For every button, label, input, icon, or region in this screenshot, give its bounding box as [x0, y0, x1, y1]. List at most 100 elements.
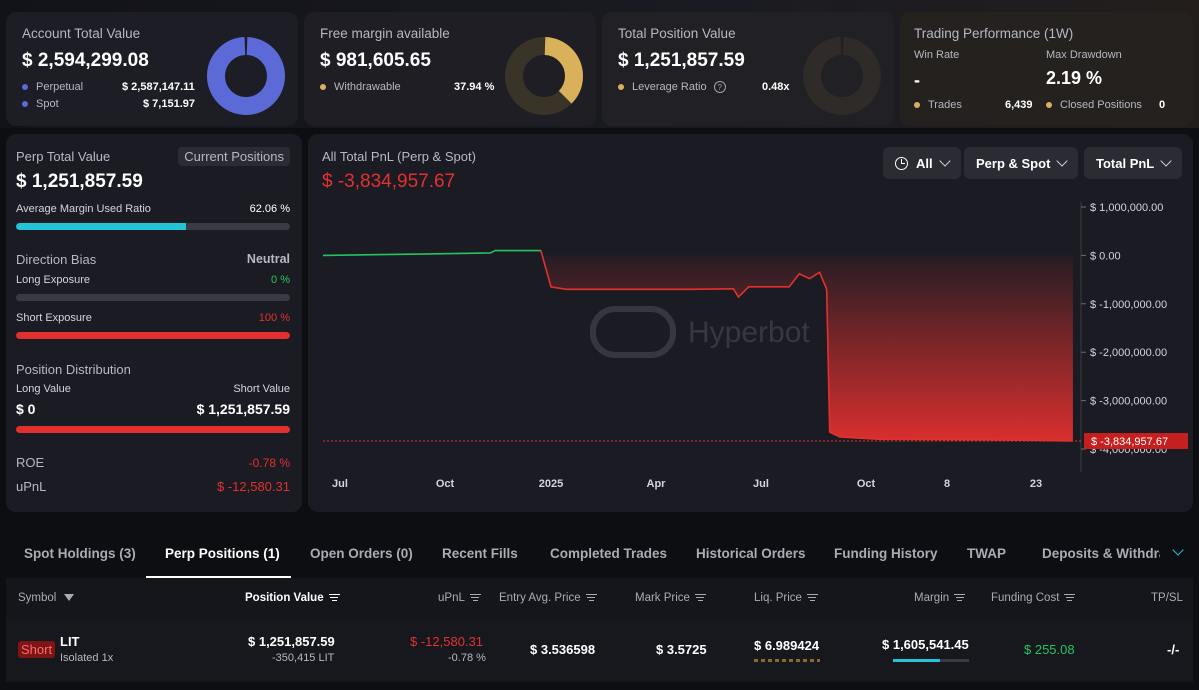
tabs-expand-button[interactable] — [1168, 544, 1190, 563]
account-total-value: $ 2,594,299.08 — [22, 50, 149, 71]
positions-table — [6, 578, 1193, 682]
spot-value: $ 7,151.97 — [143, 98, 195, 110]
y-tick-label: $ -1,000,000.00 — [1090, 299, 1167, 311]
row-entry-price: $ 3.536598 — [530, 642, 596, 657]
row-symbol[interactable]: LIT — [60, 634, 80, 649]
header-upnl[interactable]: uPnL — [438, 592, 481, 604]
short-value-label: Short Value — [233, 383, 290, 395]
upnl-label: uPnL — [16, 479, 47, 494]
upnl-value: $ -12,580.31 — [216, 479, 290, 494]
free-margin-title: Free margin available — [320, 26, 450, 41]
row-upnl-pct: -0.78 % — [448, 652, 486, 664]
short-exposure-label: Short Exposure — [16, 312, 92, 324]
header-margin[interactable]: Margin — [914, 592, 966, 604]
header-mark-price[interactable]: Mark Price — [635, 592, 706, 604]
perpetual-slice — [207, 36, 285, 115]
pnl-chart[interactable]: Hyperbot $ 1,000,000.00 $ 0.00 $ -1,000,00… — [308, 134, 1193, 512]
header-entry-price[interactable]: Entry Avg. Price — [499, 592, 597, 604]
market-select-label: Perp & Spot — [976, 155, 1051, 171]
sort-icon[interactable] — [806, 593, 818, 602]
header-tpsl: TP/SL — [1151, 592, 1183, 604]
hyperbot-logo-icon — [590, 306, 676, 358]
sort-icon[interactable] — [954, 593, 966, 602]
sort-icon[interactable] — [1064, 593, 1076, 602]
header-symbol[interactable]: Symbol — [18, 592, 74, 604]
pnl-negative-area — [323, 255, 1073, 442]
direction-bias-value: Neutral — [246, 252, 290, 266]
avg-margin-label: Average Margin Used Ratio — [16, 203, 151, 215]
current-positions-button[interactable]: Current Positions — [178, 147, 290, 166]
trades-label: Trades — [928, 99, 962, 111]
closed-positions-row: Closed Positions 0 — [1046, 99, 1165, 111]
y-tick-label: $ -3,000,000.00 — [1090, 396, 1167, 408]
y-tick-label: $ 1,000,000.00 — [1090, 202, 1163, 214]
perp-panel: Perp Total Value Current Positions $ 1,2… — [6, 134, 302, 512]
header-upnl-label: uPnL — [438, 592, 465, 604]
row-liq-price: $ 6.989424 — [754, 638, 820, 653]
sort-icon[interactable] — [585, 593, 597, 602]
chevron-down-icon — [1172, 544, 1184, 556]
row-tpsl[interactable]: -/- — [1167, 642, 1180, 657]
metric-select-label: Total PnL — [1096, 155, 1155, 171]
tab-recent-fills[interactable]: Recent Fills — [442, 546, 518, 561]
header-funding-label: Funding Cost — [991, 592, 1060, 604]
table-row[interactable] — [6, 620, 1193, 682]
tab-open-orders-0[interactable]: Open Orders (0) — [310, 546, 413, 561]
y-tick-label: $ -2,000,000.00 — [1090, 347, 1167, 359]
range-select[interactable]: All — [883, 147, 961, 179]
metric-select[interactable]: Total PnL — [1084, 147, 1183, 179]
header-symbol-label: Symbol — [18, 592, 57, 604]
position-distribution-label: Position Distribution — [16, 362, 131, 377]
row-margin: $ 1,605,541.45 — [882, 637, 969, 652]
header-position-value[interactable]: Position Value — [245, 592, 340, 604]
sort-icon[interactable] — [328, 593, 340, 602]
spot-row: Spot $ 7,151.97 — [22, 98, 195, 110]
sort-icon[interactable] — [469, 593, 481, 602]
perpetual-row: Perpetual $ 2,587,147.11 — [22, 81, 195, 93]
watermark-text: Hyperbot — [688, 316, 810, 349]
avg-margin-bar — [16, 223, 290, 230]
perpetual-dot-icon — [22, 84, 28, 91]
tab-perp-positions-1[interactable]: Perp Positions (1) — [165, 546, 280, 561]
filter-icon[interactable] — [63, 594, 74, 602]
account-total-card: Account Total Value $ 2,594,299.08 Perpe… — [6, 12, 298, 126]
market-select[interactable]: Perp & Spot — [964, 147, 1079, 179]
total-position-value: $ 1,251,857.59 — [618, 50, 745, 71]
withdrawable-dot-icon — [320, 84, 326, 91]
sort-icon[interactable] — [694, 593, 706, 602]
long-exposure-value: 0 % — [271, 274, 290, 286]
max-drawdown-label: Max Drawdown — [1046, 49, 1122, 61]
tab-spot-holdings-3[interactable]: Spot Holdings (3) — [24, 546, 136, 561]
perpetual-value: $ 2,587,147.11 — [122, 81, 195, 93]
margin-bar-fill — [893, 659, 941, 662]
header-liq-price[interactable]: Liq. Price — [754, 592, 818, 604]
current-value-label: $ -3,834,957.67 — [1091, 436, 1168, 448]
perp-total-value: $ 1,251,857.59 — [16, 171, 143, 192]
pnl-chart-title: All Total PnL (Perp & Spot) — [322, 149, 476, 164]
row-mark-price: $ 3.5725 — [656, 642, 707, 657]
position-donut-chart — [803, 36, 881, 115]
distribution-bar — [16, 426, 290, 433]
closed-positions-value: 0 — [1159, 99, 1166, 111]
free-margin-value: $ 981,605.65 — [320, 50, 431, 71]
tab-deposits-withdraw[interactable]: Deposits & Withdraw — [1042, 546, 1160, 561]
avg-margin-bar-fill — [16, 223, 187, 230]
max-drawdown-value: 2.19 % — [1046, 68, 1103, 88]
account-donut-chart — [207, 36, 285, 115]
tab-funding-history[interactable]: Funding History — [834, 546, 938, 561]
clock-icon — [895, 156, 908, 170]
row-upnl: $ -12,580.31 — [410, 634, 484, 649]
direction-bias-label: Direction Bias — [16, 252, 97, 267]
tab-completed-trades[interactable]: Completed Trades — [550, 546, 668, 561]
trades-value: 6,439 — [1005, 99, 1033, 111]
short-value: $ 1,251,857.59 — [196, 401, 290, 417]
total-position-card: Total Position Value $ 1,251,857.59 Leve… — [602, 12, 894, 126]
tab-historical-orders[interactable]: Historical Orders — [696, 546, 806, 561]
spot-dot-icon — [22, 101, 28, 108]
tab-twap[interactable]: TWAP — [967, 546, 1006, 561]
short-exposure-bar — [16, 332, 290, 339]
header-entry-label: Entry Avg. Price — [499, 592, 581, 604]
info-icon[interactable]: ? — [713, 81, 726, 93]
tab-active-underline — [146, 576, 291, 578]
header-funding-cost[interactable]: Funding Cost — [991, 592, 1076, 604]
